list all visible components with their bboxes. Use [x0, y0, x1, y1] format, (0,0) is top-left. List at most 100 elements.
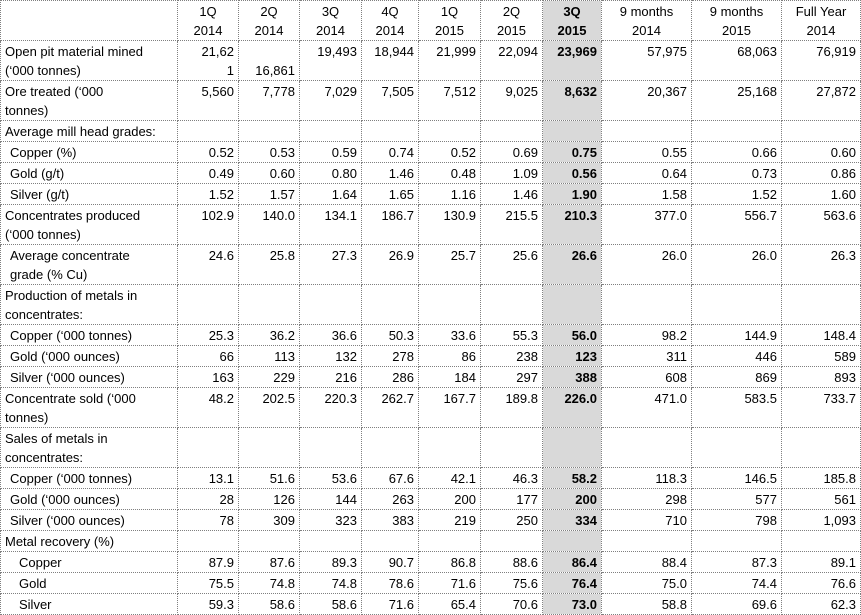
column-header-year: 2015: [497, 23, 526, 38]
row-label: Gold: [0, 572, 178, 594]
value-cell: 262.7: [361, 387, 419, 428]
value-cell: 25.7: [418, 244, 481, 285]
column-header: 1Q 2015: [418, 0, 481, 41]
value-cell: 27,872: [781, 80, 861, 121]
value-cell: 87.3: [691, 551, 782, 573]
value-cell: 216: [299, 366, 362, 388]
row-label: Copper (‘000 tonnes): [0, 467, 178, 489]
value-cell: 0.48: [418, 162, 481, 184]
value-cell: 76,919: [781, 40, 861, 81]
value-cell: 70.6: [480, 593, 543, 615]
value-cell: 74.8: [299, 572, 362, 594]
value-cell: 1.57: [238, 183, 300, 205]
value-cell: 75.6: [480, 572, 543, 594]
row-label: Silver (‘000 ounces): [0, 509, 178, 531]
row-label: Concentrates produced (‘000 tonnes): [0, 204, 178, 245]
row-label: Ore treated (‘000 tonnes): [0, 80, 178, 121]
value-cell: 7,512: [418, 80, 481, 121]
value-cell: 74.8: [238, 572, 300, 594]
value-cell: 87.6: [238, 551, 300, 573]
value-cell: 9,025: [480, 80, 543, 121]
empty-cell: [480, 120, 543, 142]
value-cell: 25.3: [177, 324, 239, 346]
column-header-year: 2014: [316, 23, 345, 38]
table-row: Concentrates produced (‘000 tonnes) 102.9…: [0, 204, 861, 245]
column-header-year: 2014: [254, 23, 284, 38]
column-header: 1Q 2014: [177, 0, 239, 41]
value-cell: 98.2: [601, 324, 692, 346]
value-cell: 0.52: [177, 141, 239, 163]
value-cell: 102.9: [177, 204, 239, 245]
value-cell: 1.46: [361, 162, 419, 184]
empty-cell: [238, 284, 300, 325]
header-corner-cell: [0, 0, 178, 41]
table-row: Copper (%) 0.52 0.53 0.59 0.74 0.52 0.69 0.75 0.…: [0, 141, 861, 163]
value-cell: 88.6: [480, 551, 543, 573]
value-cell: 238: [480, 345, 543, 367]
column-header-year: 2015: [435, 23, 464, 38]
table-row: Silver (‘000 ounces) 163 229 216 286 184 297 38…: [0, 366, 861, 388]
value-cell: 210.3: [542, 204, 602, 245]
value-cell: 148.4: [781, 324, 861, 346]
value-cell: 86.4: [542, 551, 602, 573]
row-label: Open pit material mined (‘000 tonnes): [0, 40, 178, 81]
value-cell: 53.6: [299, 467, 362, 489]
value-cell: 25.6: [480, 244, 543, 285]
value-cell: 556.7: [691, 204, 782, 245]
value-cell: 1.90: [542, 183, 602, 205]
value-cell: 1.52: [691, 183, 782, 205]
value-cell: 58.2: [542, 467, 602, 489]
value-cell: 21,999: [418, 40, 481, 81]
value-cell: 13.1: [177, 467, 239, 489]
value-cell: 1.64: [299, 183, 362, 205]
value-cell: 7,778: [238, 80, 300, 121]
value-cell: 0.52: [418, 141, 481, 163]
empty-cell: [480, 284, 543, 325]
row-label: Gold (‘000 ounces): [0, 345, 178, 367]
value-cell: 0.49: [177, 162, 239, 184]
value-cell: 563.6: [781, 204, 861, 245]
column-header-period: 9 months: [619, 4, 674, 19]
column-header-period: 1Q: [440, 4, 459, 19]
column-header-period: 3Q: [563, 4, 581, 19]
value-cell: 58.8: [601, 593, 692, 615]
value-cell: 1.16: [418, 183, 481, 205]
empty-cell: [418, 427, 481, 468]
row-label: Copper (%): [0, 141, 178, 163]
value-cell: 250: [480, 509, 543, 531]
value-cell: 59.3: [177, 593, 239, 615]
value-cell: 28: [177, 488, 239, 510]
header-row: 1Q 2014 2Q 2014 3Q 2014 4Q 2014 1Q 2015 2Q 2015 3Q 20…: [0, 0, 861, 41]
row-label: Average concentrate grade (% Cu): [0, 244, 178, 285]
value-cell: 323: [299, 509, 362, 531]
value-cell: 58.6: [238, 593, 300, 615]
table-row: Gold 75.5 74.8 74.8 78.6 71.6 75.6 76.4 75.0 74.4…: [0, 572, 861, 594]
empty-cell: [418, 530, 481, 552]
row-label: Gold (g/t): [0, 162, 178, 184]
value-cell: 383: [361, 509, 419, 531]
value-cell: 0.66: [691, 141, 782, 163]
value-cell: 48.2: [177, 387, 239, 428]
table-row: Silver 59.3 58.6 58.6 71.6 65.4 70.6 73.0 58.8 69…: [0, 593, 861, 615]
value-cell: 388: [542, 366, 602, 388]
value-cell: 36.2: [238, 324, 300, 346]
value-cell: 74.4: [691, 572, 782, 594]
row-label: Gold (‘000 ounces): [0, 488, 178, 510]
column-header: 3Q 2015: [542, 0, 602, 41]
value-cell: 118.3: [601, 467, 692, 489]
table-row: Open pit material mined (‘000 tonnes) 21,…: [0, 40, 861, 81]
value-cell: 186.7: [361, 204, 419, 245]
value-cell: 42.1: [418, 467, 481, 489]
value-cell: 62.3: [781, 593, 861, 615]
empty-cell: [542, 530, 602, 552]
value-cell: 733.7: [781, 387, 861, 428]
value-cell: 26.6: [542, 244, 602, 285]
table-row: Silver (g/t) 1.52 1.57 1.64 1.65 1.16 1.46 1.90…: [0, 183, 861, 205]
value-cell: 86.8: [418, 551, 481, 573]
table-row: Gold (‘000 ounces) 28 126 144 263 200 177 200 29…: [0, 488, 861, 510]
value-cell: 226.0: [542, 387, 602, 428]
value-cell: 75.5: [177, 572, 239, 594]
empty-cell: [238, 530, 300, 552]
value-cell: 1.52: [177, 183, 239, 205]
value-cell: 798: [691, 509, 782, 531]
